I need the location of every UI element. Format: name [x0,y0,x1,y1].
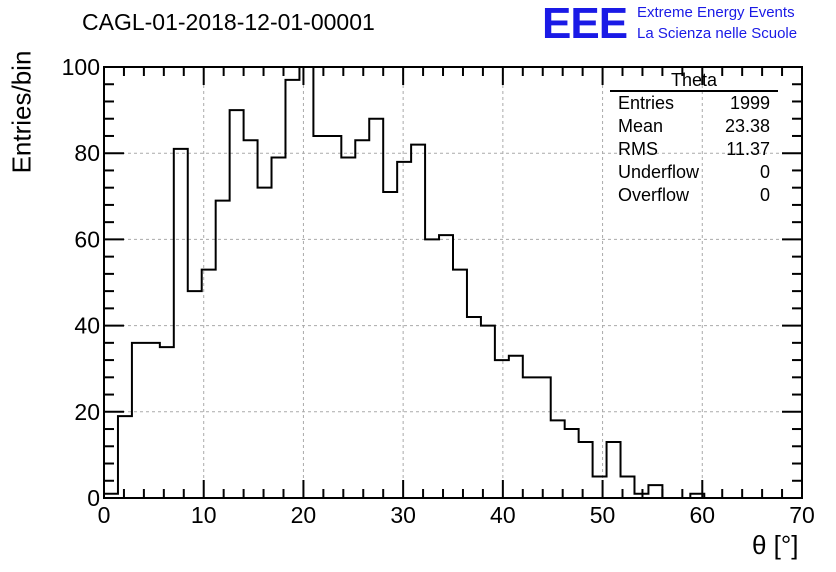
x-axis-label: θ [°] [752,530,799,560]
stats-row: Mean 23.38 [610,115,778,138]
x-tick-label: 30 [390,502,416,528]
stats-box: Theta Entries 1999 Mean 23.38 RMS 11.37 … [610,70,778,207]
eee-logo: EEE [542,0,628,48]
plot-frame [103,66,803,499]
plot-title: CAGL-01-2018-12-01-00001 [82,9,375,35]
histogram-outline [103,66,802,499]
y-tick-label: 100 [62,54,100,80]
stats-value: 0 [759,162,770,182]
x-tick-label: 50 [590,502,616,528]
stats-row: Entries 1999 [610,92,778,115]
x-tick-label: 20 [291,502,317,528]
x-tick-label: 60 [689,502,715,528]
y-tick-label: 0 [87,485,100,511]
stats-value: 11.37 [726,139,770,159]
logo-line-2: La Scienza nelle Scuole [637,25,798,42]
stats-row: Overflow 0 [610,184,778,207]
stats-label: Underflow [618,162,700,182]
x-tick-label: 40 [490,502,516,528]
stats-label: Overflow [618,185,690,205]
y-tick-label: 80 [74,140,100,166]
stats-value: 23.38 [724,116,770,136]
stats-title: Theta [610,70,778,92]
x-tick-label: 0 [98,502,111,528]
stats-label: Mean [618,116,664,136]
stats-value: 1999 [729,93,770,113]
y-tick-label: 20 [74,399,100,425]
stats-row: Underflow 0 [610,161,778,184]
stats-label: Entries [618,93,675,113]
stats-label: RMS [618,139,658,159]
logo-line-1: Extreme Energy Events [637,4,795,21]
tick-labels: 0 10 20 30 40 50 60 70 0 20 40 60 80 100 [62,54,815,528]
x-tick-label: 70 [789,502,815,528]
x-tick-label: 10 [191,502,217,528]
stats-row: RMS 11.37 [610,138,778,161]
y-tick-label: 40 [74,313,100,339]
y-tick-label: 60 [74,226,100,252]
stats-value: 0 [759,185,770,205]
